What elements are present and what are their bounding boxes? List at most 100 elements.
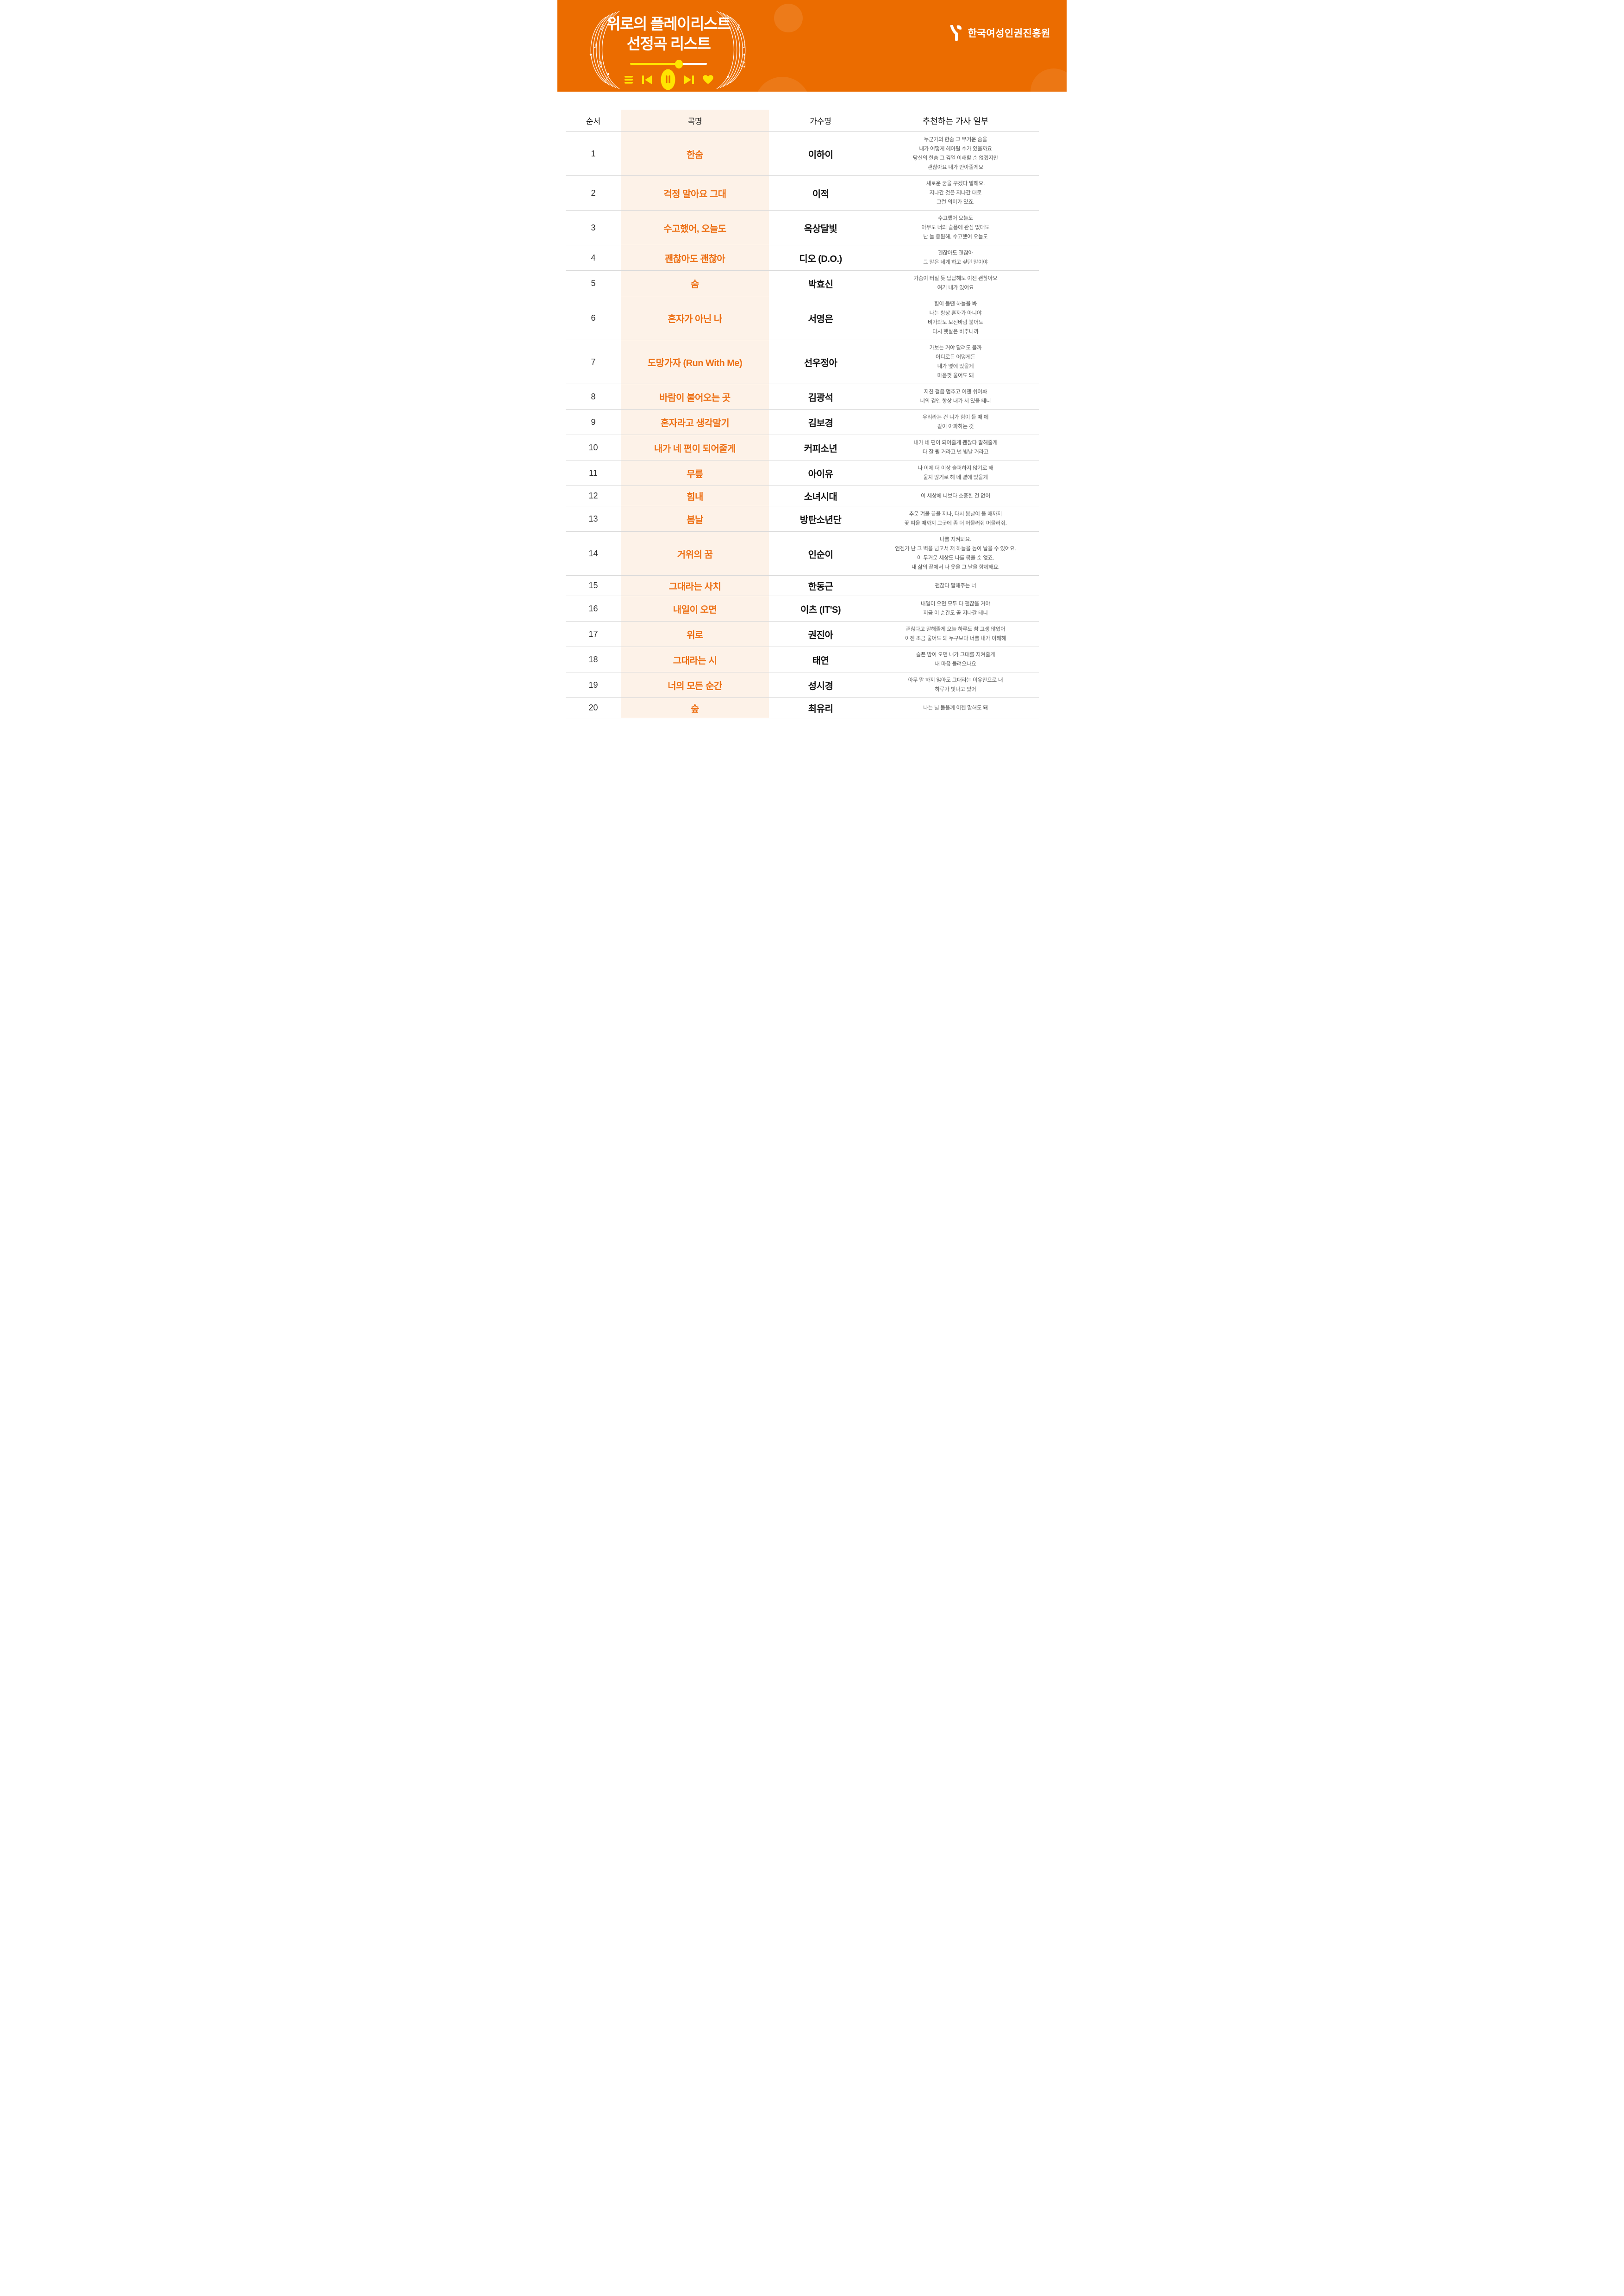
- row-number: 3: [591, 223, 596, 232]
- next-icon[interactable]: [684, 75, 694, 84]
- pause-icon[interactable]: [661, 69, 675, 90]
- table-row: 6 혼자가 아닌 나 서영은 힘이 들땐 하늘을 봐 나는 항상 혼자가 아니야…: [566, 296, 1039, 340]
- artist-name: 이츠 (IT'S): [800, 604, 841, 615]
- progress-knob[interactable]: [675, 60, 683, 68]
- artist-name: 옥상달빛: [804, 224, 837, 234]
- music-staff-left-decoration: ♪ ♩ ♫ ♪: [589, 11, 620, 89]
- song-title: 숲: [691, 704, 699, 714]
- artist-name: 태연: [812, 655, 829, 666]
- svg-text:♪: ♪: [605, 75, 608, 82]
- progress-played: [630, 63, 679, 65]
- column-header-lyrics: 추천하는 가사 일부: [922, 116, 989, 126]
- table-row: 10 내가 네 편이 되어줄게 커피소년 내가 네 편이 되어줄게 괜찮다 말해…: [566, 435, 1039, 460]
- lyrics-excerpt: 우리라는 건 니가 힘이 들 때 에 같이 아파하는 것: [922, 415, 989, 429]
- table-row: 15 그대라는 사치 한동근 괜찮다 말해주는 너: [566, 576, 1039, 596]
- svg-text:♫: ♫: [596, 60, 603, 68]
- lyrics-excerpt: 나 이제 더 이상 슬퍼하지 않기로 해 울지 않기로 해 네 곁에 있을게: [918, 466, 993, 480]
- row-number: 15: [588, 581, 598, 590]
- table-row: 20 숲 최유리 나는 널 들을께 이젠 말해도 돼: [566, 698, 1039, 718]
- lyrics-excerpt: 새로운 꿈을 꾸겠다 말해요. 지나간 것은 지나간 대로 그런 의미가 있죠.: [926, 181, 985, 205]
- lyrics-excerpt: 가슴이 터질 듯 답답해도 이젠 괜찮아요 여기 내가 있어요: [913, 276, 998, 291]
- table-row: 8 바람이 불어오는 곳 김광석 지친 걸음 멈추고 이젠 쉬어봐 너의 곁엔 …: [566, 384, 1039, 410]
- song-title: 무릎: [687, 469, 703, 479]
- table-row: 7 도망가자 (Run With Me) 선우정아 가보는 거야 달려도 볼까 …: [566, 340, 1039, 384]
- song-title: 거위의 꿈: [677, 549, 713, 560]
- lyrics-excerpt: 괜찮다 말해주는 너: [935, 583, 976, 589]
- column-header-artist: 가수명: [810, 117, 831, 126]
- artist-name: 인순이: [808, 549, 833, 560]
- song-title: 걱정 말아요 그대: [663, 189, 726, 199]
- progress-remaining: [678, 63, 707, 65]
- artist-name: 최유리: [808, 704, 833, 714]
- row-number: 8: [591, 392, 596, 401]
- org-logo-text: 한국여성인권진흥원: [968, 28, 1050, 39]
- lyrics-excerpt: 내일이 오면 모두 다 괜찮을 거야 지금 이 순간도 곧 지나갈 테니: [921, 601, 990, 616]
- music-staff-right-decoration: ♪ ♩ ♫: [716, 11, 746, 89]
- table-row: 1 한숨 이하이 누군가의 한숨 그 무거운 숨을 내가 어떻게 헤아릴 수가 …: [566, 132, 1039, 176]
- svg-text:♩: ♩: [593, 43, 596, 50]
- poster-title: 위로의 플레이리스트 선정곡 리스트: [585, 14, 752, 54]
- song-title: 내일이 오면: [673, 604, 717, 615]
- table-row: 9 혼자라고 생각말기 김보경 우리라는 건 니가 힘이 들 때 에 같이 아파…: [566, 410, 1039, 435]
- row-number: 10: [588, 442, 598, 452]
- table-row: 4 괜찮아도 괜찮아 디오 (D.O.) 괜찮아도 괜찮아 그 말은 네게 하고…: [566, 245, 1039, 271]
- song-column-highlight: [621, 110, 769, 718]
- row-number: 1: [591, 149, 596, 158]
- artist-name: 소녀시대: [804, 492, 837, 502]
- lyrics-excerpt: 나를 지켜봐요. 언젠가 난 그 벽을 넘고서 저 하늘을 높이 날을 수 있어…: [895, 537, 1016, 570]
- row-number: 11: [589, 468, 598, 478]
- lyrics-excerpt: 아무 말 하지 않아도 그대라는 이유만으로 내 하루가 빛나고 있어: [908, 678, 1003, 692]
- song-title: 혼자라고 생각말기: [660, 418, 730, 429]
- column-header-order: 순서: [586, 117, 601, 126]
- heart-icon[interactable]: [702, 75, 713, 84]
- row-number: 12: [588, 491, 598, 500]
- menu-icon[interactable]: [624, 75, 633, 84]
- table-row: 12 힘내 소녀시대 이 세상에 너보다 소중한 건 없어: [566, 486, 1039, 506]
- table-row: 11 무릎 아이유 나 이제 더 이상 슬퍼하지 않기로 해 울지 않기로 해 …: [566, 460, 1039, 486]
- artist-name: 아이유: [808, 469, 833, 479]
- table-row: 19 너의 모든 순간 성시경 아무 말 하지 않아도 그대라는 이유만으로 내…: [566, 672, 1039, 698]
- artist-name: 권진아: [808, 630, 833, 641]
- song-title: 봄날: [687, 515, 703, 525]
- decorative-circle: [1031, 68, 1067, 92]
- table-header-row: 순서 곡명 가수명 추천하는 가사 일부: [566, 110, 1039, 132]
- row-number: 7: [591, 357, 596, 367]
- song-title: 수고했어, 오늘도: [663, 224, 726, 234]
- row-number: 13: [588, 514, 598, 523]
- row-number: 18: [588, 654, 598, 664]
- column-header-song: 곡명: [687, 117, 702, 126]
- svg-text:♫: ♫: [740, 60, 746, 68]
- row-number: 5: [591, 278, 596, 288]
- row-number: 6: [591, 313, 596, 323]
- song-title: 한숨: [687, 149, 703, 160]
- row-number: 14: [588, 548, 598, 558]
- row-number: 17: [588, 629, 598, 639]
- lyrics-excerpt: 힘이 들땐 하늘을 봐 나는 항상 혼자가 아니야 비가와도 모진바람 불어도 …: [927, 301, 984, 335]
- artist-name: 이적: [812, 189, 829, 199]
- artist-name: 한동근: [808, 582, 833, 592]
- lyrics-excerpt: 이 세상에 너보다 소중한 건 없어: [921, 493, 990, 499]
- table-row: 2 걱정 말아요 그대 이적 새로운 꿈을 꾸겠다 말해요. 지나간 것은 지나…: [566, 176, 1039, 211]
- lyrics-excerpt: 나는 널 들을께 이젠 말해도 돼: [923, 705, 988, 711]
- title-line-2: 선정곡 리스트: [626, 35, 711, 52]
- song-table: 순서 곡명 가수명 추천하는 가사 일부 1 한숨 이하이 누군가의 한숨 그 …: [557, 110, 1067, 718]
- svg-text:♪: ♪: [736, 23, 741, 31]
- row-number: 20: [588, 703, 598, 712]
- lyrics-excerpt: 추운 겨울 끝을 지나, 다시 봄날이 올 때까지 꽃 피울 때까지 그곳에 좀…: [904, 511, 1007, 526]
- header-banner: ♪ ♩ ♫ ♪ ♪ ♩ ♫: [557, 0, 1067, 92]
- previous-icon[interactable]: [642, 75, 652, 84]
- artist-name: 디오 (D.O.): [799, 254, 842, 264]
- decorative-circle: [774, 4, 803, 32]
- table-row: 14 거위의 꿈 인순이 나를 지켜봐요. 언젠가 난 그 벽을 넘고서 저 하…: [566, 532, 1039, 576]
- song-title: 그대라는 사치: [668, 582, 721, 592]
- song-title: 너의 모든 순간: [668, 681, 722, 691]
- lyrics-excerpt: 괜찮다고 말해줄게 오늘 하루도 참 고생 많았어 이젠 조금 울어도 돼 누구…: [905, 627, 1006, 641]
- table-row: 13 봄날 방탄소년단 추운 겨울 끝을 지나, 다시 봄날이 올 때까지 꽃 …: [566, 506, 1039, 532]
- lyrics-excerpt: 괜찮아도 괜찮아 그 말은 네게 하고 싶던 말이야: [923, 250, 988, 265]
- lyrics-excerpt: 내가 네 편이 되어줄게 괜찮다 말해줄게 다 잘 될 거라고 넌 빛날 거라고: [913, 440, 998, 455]
- song-title: 그대라는 시: [673, 655, 717, 666]
- artist-name: 김보경: [808, 418, 833, 429]
- org-logo-mark: [950, 25, 962, 41]
- lyrics-excerpt: 누군가의 한숨 그 무거운 숨을 내가 어떻게 헤아릴 수가 있을까요 당신의 …: [912, 137, 999, 170]
- artist-name: 이하이: [808, 149, 833, 160]
